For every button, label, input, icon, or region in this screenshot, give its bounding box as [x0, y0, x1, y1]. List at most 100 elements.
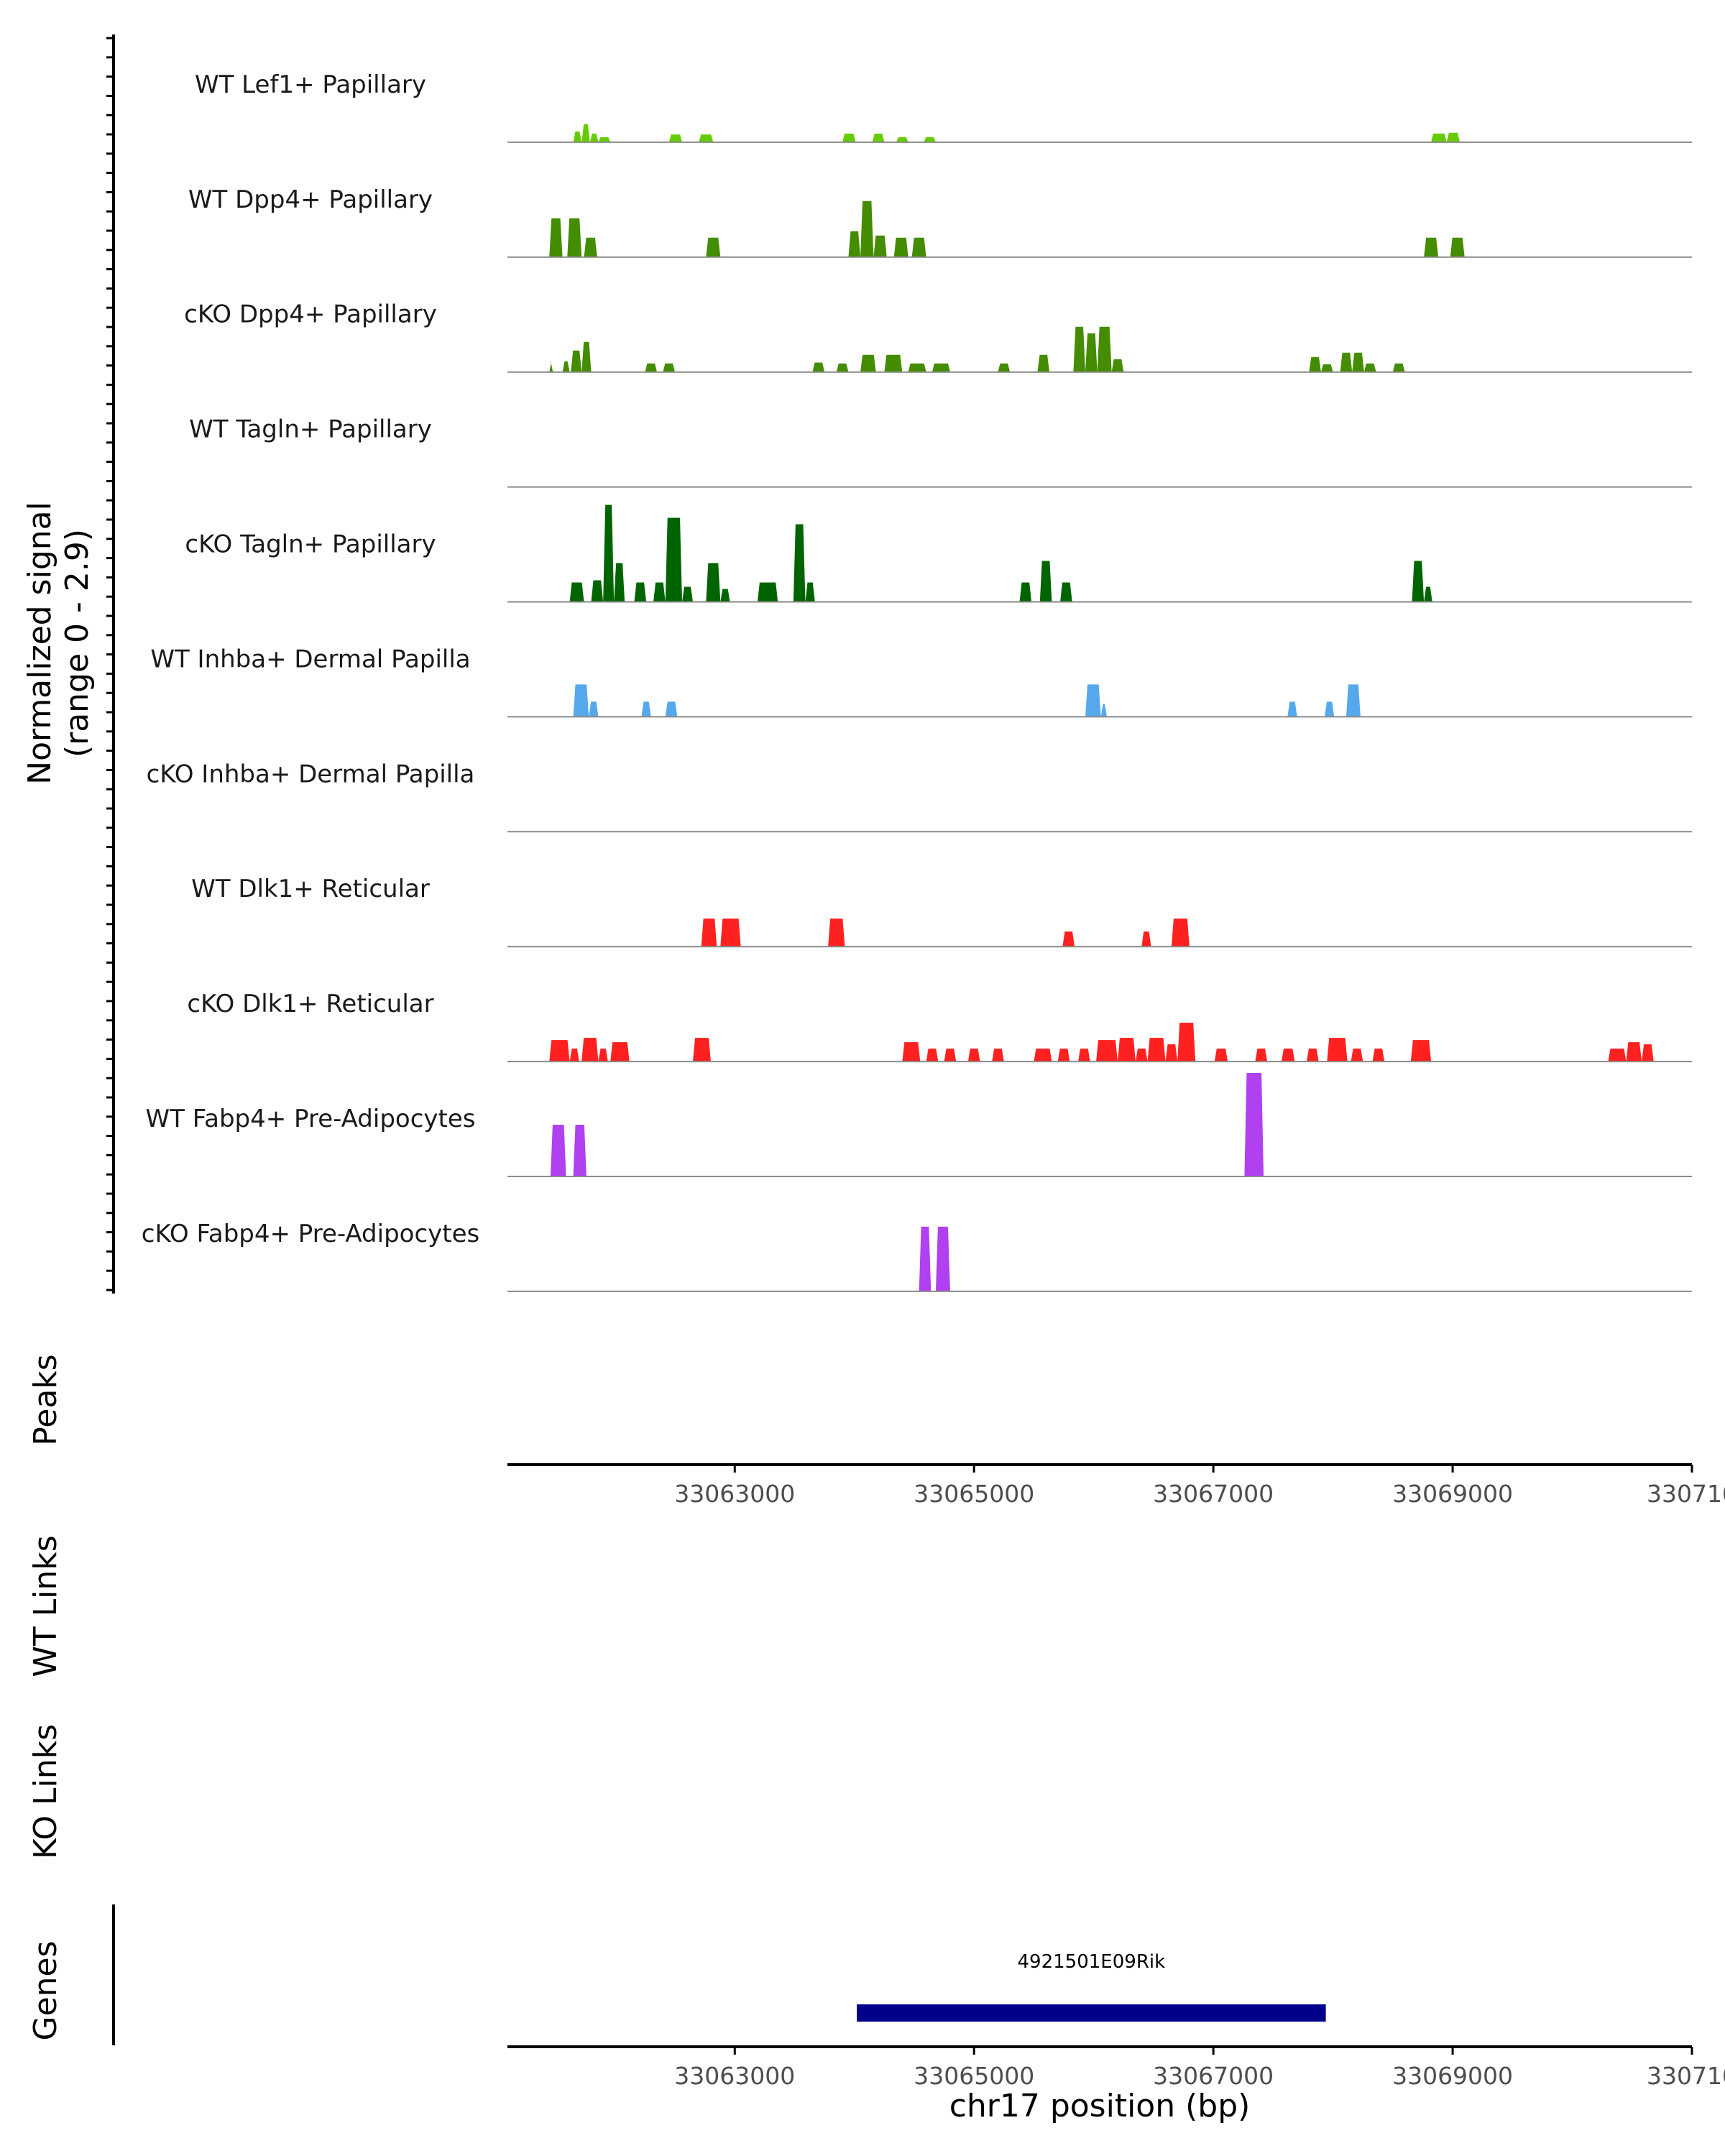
signal-peak [634, 582, 647, 602]
x-tick-label: 33063000 [674, 1480, 795, 1508]
track-label: cKO Tagln+ Papillary [185, 530, 436, 559]
track: WT Tagln+ Papillary [189, 415, 1692, 488]
track-label: cKO Fabp4+ Pre-Adipocytes [142, 1220, 480, 1248]
genes-x-axis: 33063000 33065000 33067000 33069000 330710 [507, 2045, 1725, 2090]
signal-peak [1100, 704, 1107, 717]
signal-peak [1282, 1049, 1295, 1062]
signal-peak [1363, 363, 1376, 372]
signal-peak [701, 918, 717, 947]
signal-peak [663, 363, 676, 372]
signal-peak [581, 124, 590, 142]
signal-peak [1450, 237, 1465, 257]
signal-peak [1340, 352, 1353, 372]
signal-peak [944, 1049, 957, 1062]
signal-peak [693, 1038, 711, 1062]
track-label: WT Lef1+ Papillary [195, 70, 426, 99]
x-tick-label: 33069000 [1392, 2062, 1513, 2090]
signal-peak [926, 1049, 939, 1062]
signal-peak [1019, 582, 1032, 602]
track: WT Inhba+ Dermal Papilla [150, 645, 1692, 718]
signal-peak [641, 701, 651, 717]
track-label: WT Tagln+ Papillary [189, 415, 432, 444]
signal-peak [896, 137, 908, 142]
signal-peak [573, 684, 589, 717]
signal-peak [706, 237, 721, 257]
signal-peak [828, 918, 845, 947]
signal-peak [569, 582, 584, 602]
signal-peak [549, 218, 563, 257]
signal-peak [1352, 352, 1364, 372]
signal-peak [842, 133, 856, 142]
signal-peak [1171, 918, 1190, 947]
signal-peak [1642, 1044, 1654, 1062]
signal-peak [1608, 1049, 1627, 1062]
track-label: cKO Inhba+ Dermal Papilla [147, 760, 475, 788]
x-tick-label: 33065000 [914, 2062, 1034, 2090]
signal-peak [1117, 1038, 1136, 1062]
x-tick-label: 33067000 [1153, 1480, 1274, 1508]
signal-peak [645, 363, 658, 372]
track-label: WT Dlk1+ Reticular [191, 875, 430, 903]
y-axis-title-line2: (range 0 - 2.9) [59, 529, 96, 757]
signal-peak [584, 237, 597, 257]
signal-peak [1320, 364, 1333, 372]
signal-peak [550, 1125, 566, 1176]
track-label: cKO Dlk1+ Reticular [187, 990, 433, 1018]
signal-peak [1096, 1040, 1118, 1062]
signal-peak [589, 133, 599, 142]
signal-peak [1147, 1038, 1166, 1062]
track: WT Dpp4+ Papillary [188, 185, 1692, 258]
genes-panel: 4921501E09Rik [112, 1904, 1326, 2045]
signal-peak [1410, 1040, 1432, 1062]
signal-peak [699, 134, 714, 142]
signal-peak [1165, 1044, 1178, 1062]
signal-peak [653, 582, 666, 602]
signal-peak [793, 524, 806, 602]
signal-peak [665, 517, 683, 602]
signal-peak [1626, 1042, 1642, 1062]
signal-peak [589, 701, 599, 717]
track-label: WT Inhba+ Dermal Papilla [150, 645, 470, 673]
signal-peak [1446, 132, 1460, 142]
signal-peak [1424, 237, 1439, 257]
signal-peak [836, 363, 849, 372]
signal-peak [932, 363, 950, 372]
track: WT Lef1+ Papillary [195, 70, 1692, 143]
genes-panel-title: Genes [27, 1940, 64, 2040]
signal-peak [860, 354, 876, 372]
x-tick-label: 330710 [1647, 2062, 1725, 2090]
signal-peak [549, 1040, 570, 1062]
signal-peak [1351, 1049, 1363, 1062]
signal-peak [1062, 931, 1075, 947]
signal-peak [1412, 561, 1425, 602]
ko-links-panel-title: KO Links [27, 1724, 64, 1859]
x-tick-label: 33063000 [674, 2062, 795, 2090]
signal-peak [919, 1226, 932, 1291]
signal-peak [1424, 586, 1432, 602]
signal-peak [549, 361, 553, 372]
track: cKO Tagln+ Papillary [185, 505, 1692, 603]
signal-peak [1039, 561, 1052, 602]
track-label: WT Fabp4+ Pre-Adipocytes [146, 1105, 476, 1133]
signal-peak [1057, 1049, 1070, 1062]
signal-peak [706, 563, 721, 602]
signal-peak [911, 237, 926, 257]
signal-peak [1060, 582, 1072, 602]
signal-peak [873, 235, 887, 257]
signal-peak [571, 350, 582, 372]
signal-peak [1073, 326, 1086, 372]
signal-peak [1097, 326, 1112, 372]
signal-peak [967, 1049, 980, 1062]
signal-peak [1135, 1049, 1148, 1062]
signal-peak [610, 1042, 630, 1062]
signal-peak [567, 218, 582, 257]
x-tick-label: 330710 [1647, 1480, 1725, 1508]
signal-peak [924, 137, 936, 142]
signal-peak [668, 134, 683, 142]
signal-peak [581, 1038, 599, 1062]
signal-peak [1214, 1049, 1228, 1062]
signal-peak [1244, 1073, 1264, 1176]
signal-peak [573, 1125, 586, 1176]
signal-peak [1346, 684, 1361, 717]
